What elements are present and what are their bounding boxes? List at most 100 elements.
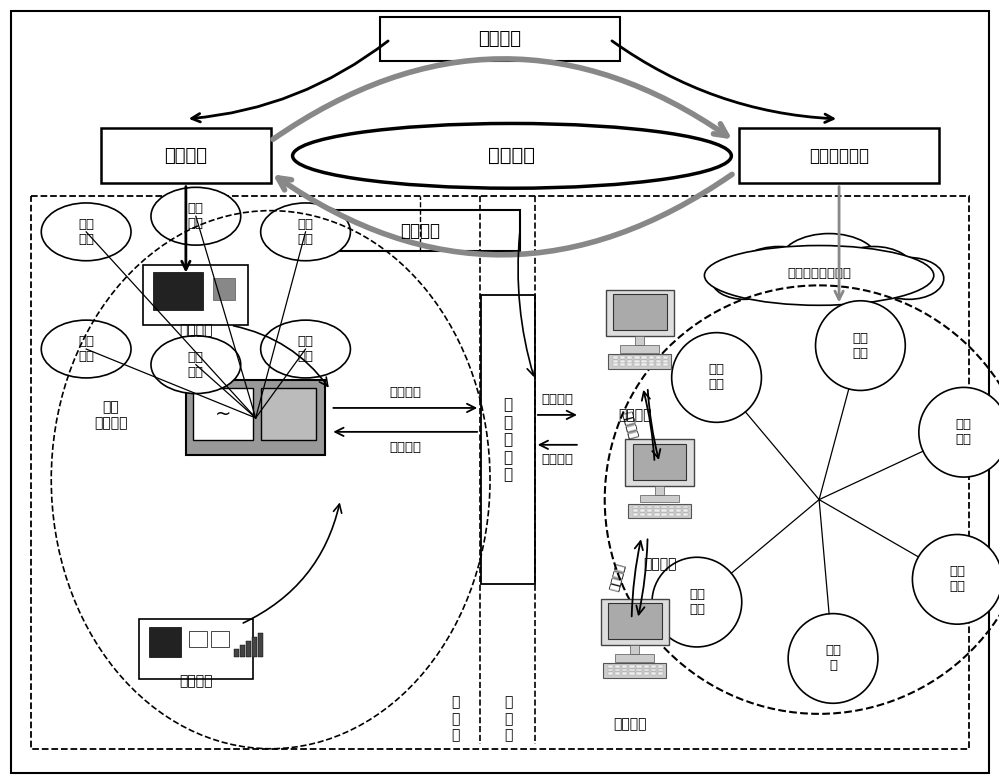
Bar — [658, 669, 663, 671]
Circle shape — [912, 535, 1000, 624]
Bar — [647, 506, 652, 508]
Text: 通道
连接: 通道 连接 — [298, 218, 314, 246]
Text: 保信主站: 保信主站 — [618, 408, 651, 422]
Bar — [615, 673, 620, 675]
Bar — [630, 645, 639, 655]
Circle shape — [788, 614, 878, 703]
Bar — [628, 504, 691, 518]
Bar — [608, 665, 613, 668]
Bar — [644, 673, 649, 675]
Bar — [661, 510, 667, 512]
Bar — [139, 619, 253, 679]
Bar — [634, 364, 640, 366]
Bar — [31, 196, 969, 749]
Bar — [246, 641, 251, 657]
Bar — [153, 272, 203, 310]
Bar — [615, 669, 620, 671]
Bar — [601, 599, 669, 645]
Bar — [627, 356, 632, 359]
Ellipse shape — [261, 320, 350, 378]
Text: 主
站
侧: 主 站 侧 — [504, 695, 512, 742]
Text: 配置
文件: 配置 文件 — [188, 350, 204, 379]
Bar — [633, 444, 686, 480]
Bar — [615, 655, 654, 662]
Bar — [622, 673, 627, 675]
Text: 二次设备: 二次设备 — [164, 147, 207, 165]
Text: 其他装置: 其他装置 — [179, 674, 213, 688]
Ellipse shape — [712, 262, 777, 299]
Bar — [622, 669, 627, 671]
Bar — [608, 603, 662, 639]
Bar — [234, 649, 239, 657]
Text: 厂
站
侧: 厂 站 侧 — [451, 695, 459, 742]
Text: 数据
挖掘: 数据 挖掘 — [949, 565, 965, 593]
Bar — [252, 637, 257, 657]
Bar — [683, 510, 688, 512]
Bar — [613, 360, 618, 362]
Text: 其他主站: 其他主站 — [613, 717, 646, 731]
Text: 保护装置: 保护装置 — [179, 323, 213, 337]
Text: 评估结果: 评估结果 — [542, 453, 574, 466]
Bar — [635, 336, 644, 346]
Text: 态势
分析: 态势 分析 — [956, 418, 972, 446]
Circle shape — [816, 301, 905, 390]
Bar — [669, 510, 674, 512]
Bar — [627, 360, 632, 362]
Bar — [193, 388, 253, 440]
Bar — [620, 364, 625, 366]
Bar — [654, 506, 660, 508]
Bar — [629, 669, 635, 671]
Text: 主站运维信息平台: 主站运维信息平台 — [787, 267, 851, 280]
Bar — [658, 673, 663, 675]
Bar — [629, 665, 635, 668]
Text: ~: ~ — [215, 405, 231, 423]
Bar — [101, 129, 271, 183]
Bar — [633, 510, 638, 512]
Circle shape — [919, 387, 1000, 477]
Bar — [655, 486, 664, 495]
Bar — [658, 665, 663, 668]
Ellipse shape — [41, 203, 131, 261]
Text: 台账
信息: 台账 信息 — [78, 335, 94, 363]
Bar — [603, 663, 666, 677]
Ellipse shape — [874, 257, 944, 299]
Text: 数据服务: 数据服务 — [400, 222, 440, 240]
Bar — [320, 209, 520, 252]
Bar — [636, 669, 642, 671]
Circle shape — [672, 332, 761, 423]
Bar — [641, 364, 647, 366]
Bar — [634, 360, 640, 362]
Text: 数据支撑: 数据支撑 — [542, 394, 574, 406]
Bar — [143, 266, 248, 325]
Bar — [739, 129, 939, 183]
Text: 录波主站系统: 录波主站系统 — [809, 147, 869, 165]
Bar — [676, 510, 681, 512]
Text: 预处
理: 预处 理 — [825, 644, 841, 673]
Bar — [656, 364, 661, 366]
Text: 调
度
数
据
网: 调 度 数 据 网 — [503, 397, 513, 482]
Bar — [656, 360, 661, 362]
Bar — [651, 669, 656, 671]
Text: 云边协同: 云边协同 — [488, 147, 535, 165]
Bar — [613, 294, 667, 330]
Bar — [613, 356, 618, 359]
Bar — [669, 506, 674, 508]
Bar — [649, 364, 654, 366]
Bar — [651, 673, 656, 675]
Ellipse shape — [704, 245, 934, 305]
Bar — [261, 388, 316, 440]
Bar — [636, 673, 642, 675]
Bar — [676, 506, 681, 508]
Bar — [627, 364, 632, 366]
Bar — [186, 380, 325, 455]
Ellipse shape — [734, 246, 824, 299]
Bar — [651, 665, 656, 668]
Ellipse shape — [261, 203, 350, 261]
Bar — [649, 356, 654, 359]
Circle shape — [652, 557, 742, 647]
Text: 常态
管理: 常态 管理 — [709, 364, 725, 391]
Bar — [636, 665, 642, 668]
Text: 数据
集成: 数据 集成 — [689, 588, 705, 616]
Bar — [633, 506, 638, 508]
Ellipse shape — [41, 320, 131, 378]
